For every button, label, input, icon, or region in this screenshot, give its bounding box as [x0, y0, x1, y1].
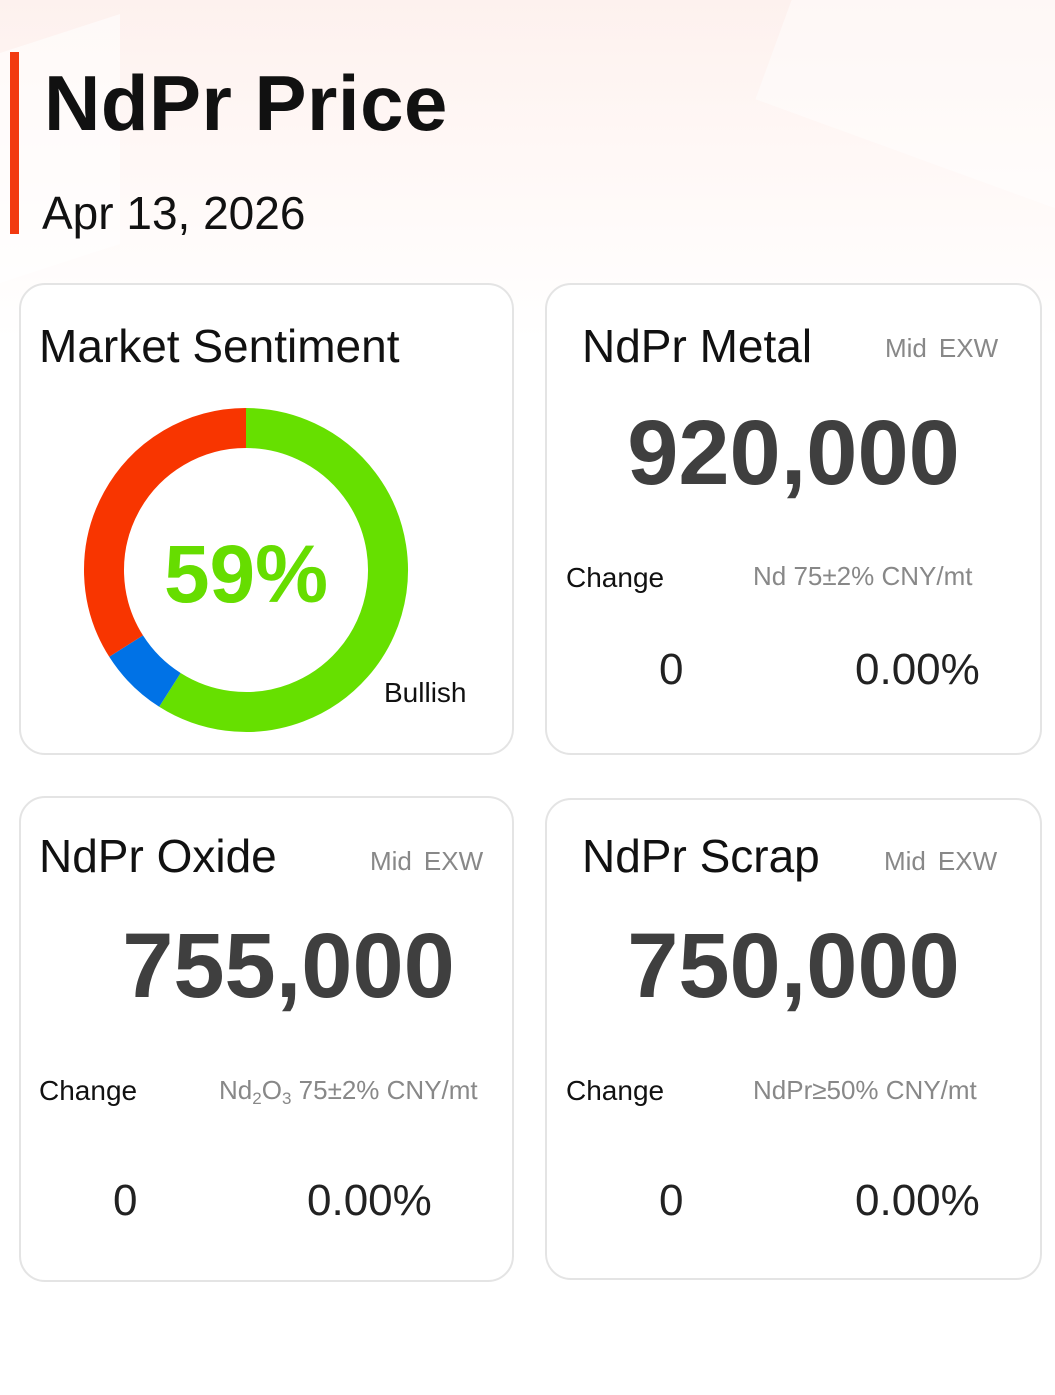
market-sentiment-card: Market Sentiment 59% Bullish — [19, 283, 514, 755]
tag-mid: Mid — [884, 846, 926, 876]
ndpr-oxide-tags: Mid EXW — [370, 846, 483, 876]
change-percent: 0.00% — [307, 1176, 432, 1225]
sentiment-label: Bullish — [384, 677, 467, 708]
sentiment-percent: 59% — [163, 529, 329, 620]
price-date: Apr 13, 2026 — [42, 187, 306, 239]
ndpr-scrap-price: 750,000 — [627, 915, 960, 1017]
ndpr-scrap-spec: NdPr≥50% CNY/mt — [753, 1075, 977, 1105]
ndpr-oxide-card: NdPr Oxide Mid EXW 755,000 Change Nd2O3 7… — [19, 796, 514, 1282]
donut-segment-bullish — [159, 408, 408, 732]
change-label: Change — [39, 1075, 138, 1106]
ndpr-scrap-card: NdPr Scrap Mid EXW 750,000 Change NdPr≥50… — [545, 798, 1042, 1280]
tag-exw: EXW — [423, 846, 484, 876]
tag-mid: Mid — [885, 333, 927, 363]
page-title: NdPr Price — [44, 59, 448, 147]
donut-segments — [84, 408, 408, 732]
tag-exw: EXW — [937, 846, 998, 876]
tag-mid: Mid — [370, 846, 412, 876]
ndpr-metal-price: 920,000 — [627, 402, 960, 504]
ndpr-scrap-tags: Mid EXW — [884, 846, 997, 876]
tag-exw: EXW — [938, 333, 999, 363]
ndpr-scrap-title: NdPr Scrap — [582, 830, 820, 882]
donut-segment-bearish — [84, 408, 247, 657]
change-percent: 0.00% — [855, 1176, 980, 1225]
market-sentiment-title: Market Sentiment — [39, 320, 400, 372]
sentiment-donut-chart — [84, 408, 408, 732]
ndpr-oxide-spec: Nd2O3 75±2% CNY/mt — [219, 1075, 478, 1108]
ndpr-oxide-title: NdPr Oxide — [39, 830, 277, 882]
change-value: 0 — [659, 1176, 684, 1225]
change-label: Change — [566, 562, 665, 593]
ndpr-metal-spec: Nd 75±2% CNY/mt — [753, 561, 973, 591]
change-label: Change — [566, 1075, 665, 1106]
ndpr-oxide-price: 755,000 — [122, 915, 455, 1017]
change-value: 0 — [113, 1176, 138, 1225]
ndpr-metal-tags: Mid EXW — [885, 333, 998, 363]
ndpr-metal-title: NdPr Metal — [582, 320, 813, 372]
title-accent-bar — [10, 52, 19, 234]
ndpr-metal-card: NdPr Metal Mid EXW 920,000 Change Nd 75±2… — [545, 283, 1042, 755]
donut-segment-neutral — [109, 634, 182, 707]
change-value: 0 — [659, 645, 684, 694]
change-percent: 0.00% — [855, 645, 980, 694]
